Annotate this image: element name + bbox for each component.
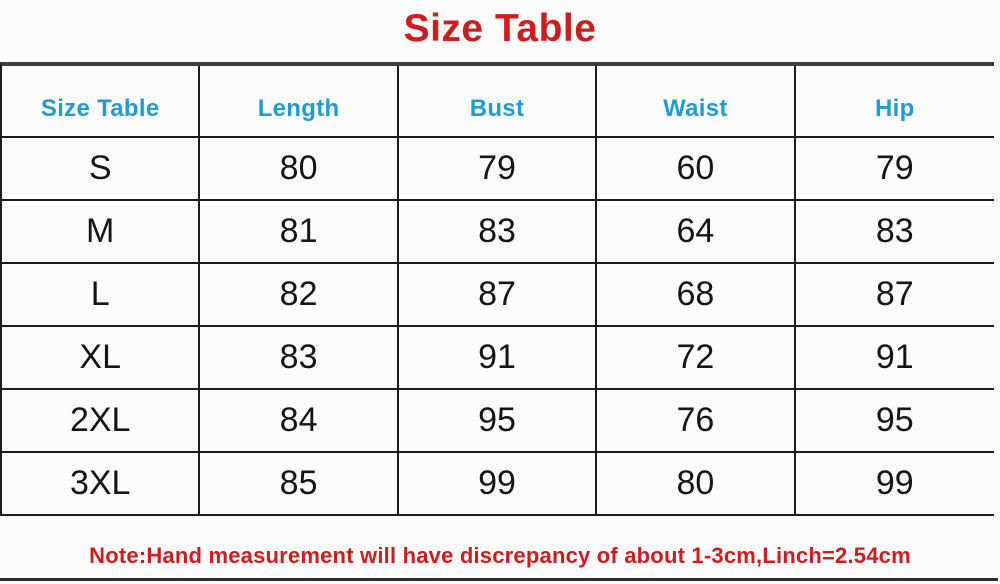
bottom-divider: [0, 578, 998, 581]
value-cell: 79: [399, 138, 598, 199]
page-title: Size Table: [403, 7, 597, 50]
table-body: S 80 79 60 79 M 81 83 64 83 L 82 87 68 87 XL 83 91 72 91 2XL…: [2, 138, 994, 516]
table-row: S 80 79 60 79: [2, 138, 994, 201]
value-cell: 68: [597, 264, 796, 325]
value-cell: 87: [875, 275, 914, 313]
value-cell: 84: [200, 390, 399, 451]
value-cell: 99: [875, 464, 914, 502]
value-cell: 82: [200, 264, 399, 325]
size-cell: XL: [2, 327, 201, 388]
table-row: 3XL 85 99 80 99: [2, 453, 994, 516]
value-cell: 95: [875, 401, 914, 439]
table-row: XL 83 91 72 91: [2, 327, 994, 390]
column-header: Length: [200, 66, 399, 136]
size-cell: L: [2, 264, 201, 325]
value-cell: 85: [200, 453, 399, 514]
table-row: M 81 83 64 83: [2, 201, 994, 264]
value-cell: 64: [597, 201, 796, 262]
value-cell: 80: [200, 138, 399, 199]
value-cell: 95: [399, 390, 598, 451]
value-cell: 79: [875, 149, 914, 187]
table-row: L 82 87 68 87: [2, 264, 994, 327]
value-cell: 91: [875, 338, 914, 376]
value-cell: 91: [399, 327, 598, 388]
column-header: Waist: [597, 66, 796, 136]
table-row: 2XL 84 95 76 95: [2, 390, 994, 453]
column-header: Bust: [399, 66, 598, 136]
value-cell: 80: [597, 453, 796, 514]
value-cell: 72: [597, 327, 796, 388]
value-cell: 83: [200, 327, 399, 388]
value-cell: 87: [399, 264, 598, 325]
value-cell: 83: [399, 201, 598, 262]
value-cell: 60: [597, 138, 796, 199]
table-header-row: Size Table Length Bust Waist Hip: [2, 66, 994, 138]
value-cell: 76: [597, 390, 796, 451]
measurement-note: Note:Hand measurement will have discrepa…: [89, 543, 911, 568]
size-cell: 2XL: [2, 390, 201, 451]
size-table: Size Table Length Bust Waist Hip S 80 79 60 79 M 8…: [0, 62, 994, 516]
column-header: Size Table: [2, 66, 201, 136]
column-header: Hip: [875, 95, 915, 122]
value-cell: 81: [200, 201, 399, 262]
size-cell: M: [2, 201, 201, 262]
value-cell: 83: [875, 212, 914, 250]
size-cell: S: [2, 138, 201, 199]
size-cell: 3XL: [2, 453, 201, 514]
value-cell: 99: [399, 453, 598, 514]
